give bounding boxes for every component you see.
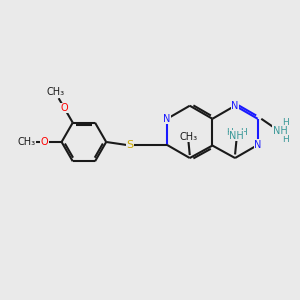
Text: H: H [282,134,289,143]
Text: N: N [164,114,171,124]
Text: NH: NH [273,126,287,136]
Text: N: N [231,101,239,111]
Text: H: H [282,118,289,127]
Text: NH: NH [229,131,244,141]
Text: CH₃: CH₃ [179,132,197,142]
Text: S: S [126,140,134,150]
Text: O: O [61,103,68,113]
Text: CH₃: CH₃ [46,87,64,97]
Text: O: O [41,137,49,147]
Text: CH₃: CH₃ [17,137,36,147]
Text: N: N [254,140,261,150]
Text: H: H [240,128,247,137]
Text: H: H [226,128,232,137]
